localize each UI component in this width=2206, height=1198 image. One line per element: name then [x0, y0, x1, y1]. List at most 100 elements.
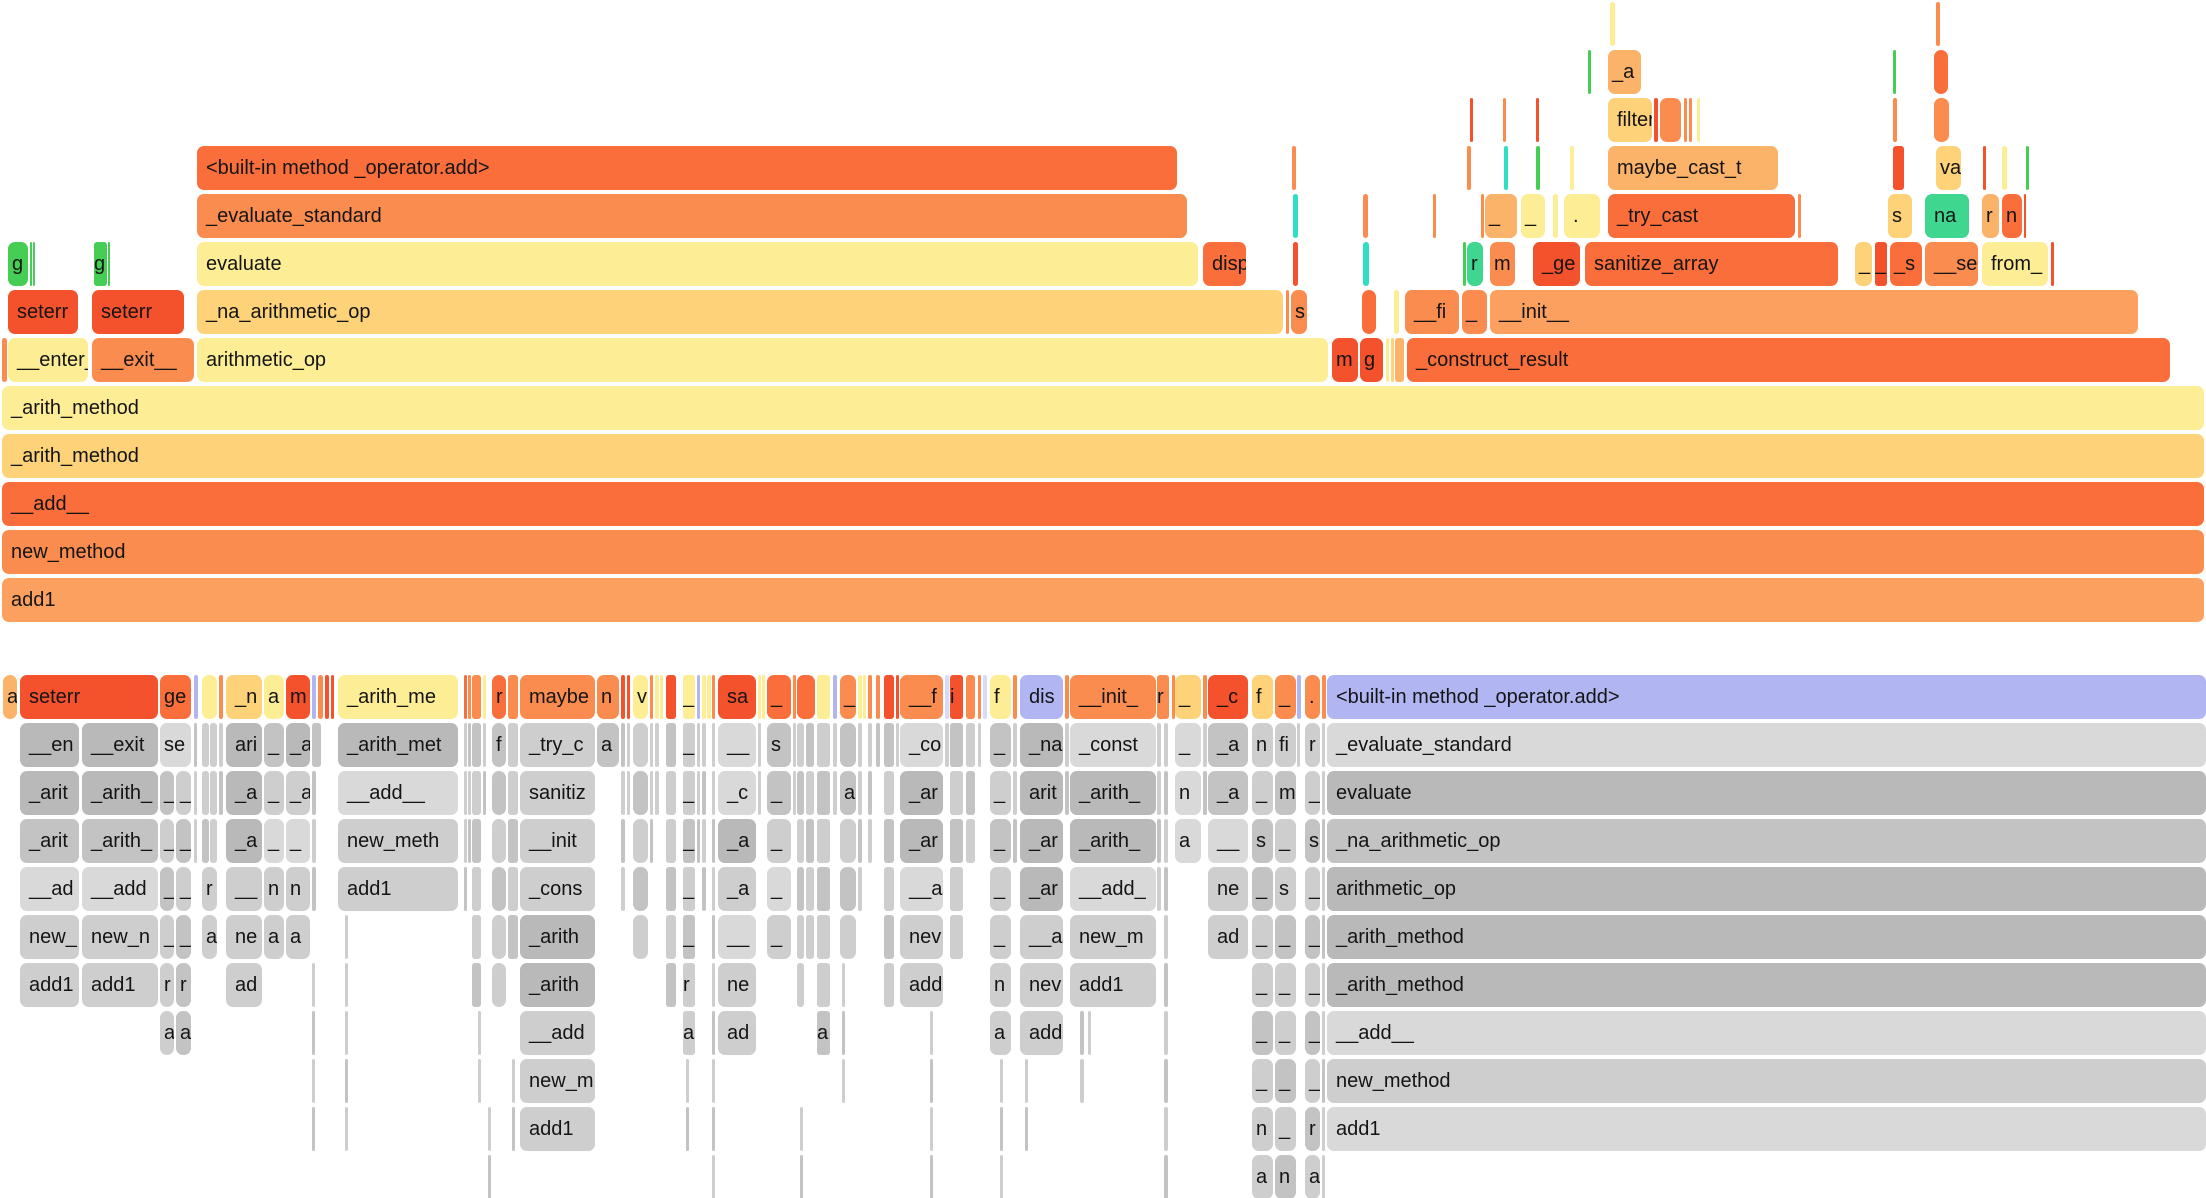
- flame-frame[interactable]: a: [840, 771, 856, 815]
- flame-frame[interactable]: s: [1305, 819, 1320, 863]
- flame-sliver[interactable]: [1322, 1059, 1325, 1103]
- flame-sliver[interactable]: [1164, 771, 1168, 815]
- flame-sliver[interactable]: [1536, 146, 1540, 190]
- flame-frame[interactable]: n: [1275, 1155, 1296, 1198]
- flame-frame[interactable]: seterr: [8, 290, 78, 334]
- flame-frame[interactable]: _cons: [520, 867, 595, 911]
- flame-frame[interactable]: sanitiz: [520, 771, 595, 815]
- flame-sliver[interactable]: [1893, 50, 1896, 94]
- flame-sliver[interactable]: [930, 1155, 933, 1198]
- flame-sliver[interactable]: [1157, 867, 1161, 911]
- flame-frame[interactable]: _evaluate_standard: [197, 194, 1187, 238]
- flame-frame[interactable]: [312, 771, 316, 815]
- flame-frame[interactable]: m: [1490, 242, 1515, 286]
- flame-sliver[interactable]: [1322, 867, 1325, 911]
- flame-frame[interactable]: seterr: [20, 675, 158, 719]
- flame-sliver[interactable]: [468, 723, 471, 767]
- flame-frame[interactable]: new_meth: [338, 819, 458, 863]
- flame-frame[interactable]: __: [718, 723, 756, 767]
- flame-frame[interactable]: _: [1252, 1011, 1273, 1055]
- flame-sliver[interactable]: [202, 723, 209, 767]
- flame-frame[interactable]: _: [990, 915, 1011, 959]
- flame-sliver[interactable]: [621, 867, 625, 911]
- flame-sliver[interactable]: [1322, 675, 1326, 719]
- flame-frame[interactable]: r: [176, 963, 191, 1007]
- flame-frame[interactable]: a: [202, 915, 217, 959]
- flame-sliver[interactable]: [817, 723, 830, 767]
- flame-frame[interactable]: _: [683, 771, 695, 815]
- flame-sliver[interactable]: [1080, 1011, 1084, 1055]
- flame-frame[interactable]: _arith_method: [1327, 915, 2206, 959]
- flame-sliver[interactable]: [1893, 98, 1897, 142]
- flame-sliver[interactable]: [702, 819, 706, 863]
- flame-sliver[interactable]: [492, 771, 506, 815]
- flame-frame[interactable]: _: [160, 819, 174, 863]
- flame-sliver[interactable]: [210, 723, 217, 767]
- flame-sliver[interactable]: [978, 723, 981, 767]
- flame-frame[interactable]: _a: [718, 819, 756, 863]
- flame-sliver[interactable]: [1157, 819, 1161, 863]
- flame-sliver[interactable]: [950, 771, 963, 815]
- flame-frame[interactable]: _a: [226, 771, 262, 815]
- flame-sliver[interactable]: [650, 771, 653, 815]
- flame-frame[interactable]: __a: [1020, 915, 1063, 959]
- flame-sliver[interactable]: [1025, 1059, 1028, 1103]
- flame-frame[interactable]: add: [1020, 1011, 1063, 1055]
- flame-sliver[interactable]: [627, 723, 630, 767]
- flame-sliver[interactable]: [492, 819, 506, 863]
- flame-sliver[interactable]: [1164, 1155, 1168, 1198]
- flame-sliver[interactable]: [325, 675, 329, 719]
- flame-sliver[interactable]: [702, 771, 706, 815]
- flame-sliver[interactable]: [868, 771, 872, 815]
- flame-sliver[interactable]: [712, 867, 715, 911]
- flame-frame[interactable]: r: [160, 963, 174, 1007]
- flame-frame[interactable]: _arith_: [82, 819, 158, 863]
- flame-sliver[interactable]: [842, 963, 845, 1007]
- flame-frame[interactable]: g: [94, 242, 107, 286]
- flame-sliver[interactable]: [464, 819, 467, 863]
- flame-sliver[interactable]: [666, 771, 676, 815]
- flame-frame[interactable]: n: [597, 675, 619, 719]
- flame-frame[interactable]: ne: [226, 915, 262, 959]
- flame-frame[interactable]: sanitize_array: [1585, 242, 1838, 286]
- flame-frame[interactable]: [666, 675, 676, 719]
- flame-sliver[interactable]: [331, 675, 334, 719]
- flame-frame[interactable]: __f: [900, 675, 943, 719]
- flame-frame[interactable]: _: [1275, 675, 1296, 719]
- flame-sliver[interactable]: [202, 675, 217, 719]
- flame-sliver[interactable]: [930, 1059, 933, 1103]
- flame-sliver[interactable]: [468, 675, 471, 719]
- flame-sliver[interactable]: [806, 819, 814, 863]
- flame-frame[interactable]: _: [767, 915, 791, 959]
- flame-sliver[interactable]: [472, 723, 481, 767]
- flame-frame[interactable]: r: [1305, 1107, 1320, 1151]
- flame-sliver[interactable]: [312, 867, 316, 911]
- flame-frame[interactable]: f: [1252, 675, 1273, 719]
- flame-frame[interactable]: disp: [1203, 242, 1246, 286]
- flame-frame[interactable]: __add__: [2, 482, 2204, 526]
- flame-sliver[interactable]: [655, 723, 659, 767]
- flame-sliver[interactable]: [464, 867, 467, 911]
- flame-sliver[interactable]: [1463, 242, 1466, 286]
- flame-sliver[interactable]: [1157, 771, 1161, 815]
- flame-frame[interactable]: se: [160, 723, 191, 767]
- flame-sliver[interactable]: [1164, 1011, 1168, 1055]
- flame-sliver[interactable]: [930, 1011, 933, 1055]
- flame-frame[interactable]: _arith_met: [338, 723, 458, 767]
- flame-sliver[interactable]: [950, 819, 963, 863]
- flame-sliver[interactable]: [697, 819, 700, 863]
- flame-sliver[interactable]: [650, 819, 653, 863]
- flame-sliver[interactable]: [345, 963, 348, 1007]
- flame-sliver[interactable]: [712, 915, 715, 959]
- flame-frame[interactable]: _: [176, 915, 191, 959]
- flame-frame[interactable]: __se: [1925, 242, 1978, 286]
- flame-sliver[interactable]: [896, 723, 899, 767]
- flame-frame[interactable]: new_method: [1327, 1059, 2206, 1103]
- flame-sliver[interactable]: [508, 771, 518, 815]
- flame-frame[interactable]: a: [3, 675, 17, 719]
- flame-frame[interactable]: __add__: [1327, 1011, 2206, 1055]
- flame-frame[interactable]: _: [1275, 819, 1296, 863]
- flame-sliver[interactable]: [508, 675, 518, 719]
- flame-sliver[interactable]: [33, 242, 35, 286]
- flame-frame[interactable]: s: [767, 723, 791, 767]
